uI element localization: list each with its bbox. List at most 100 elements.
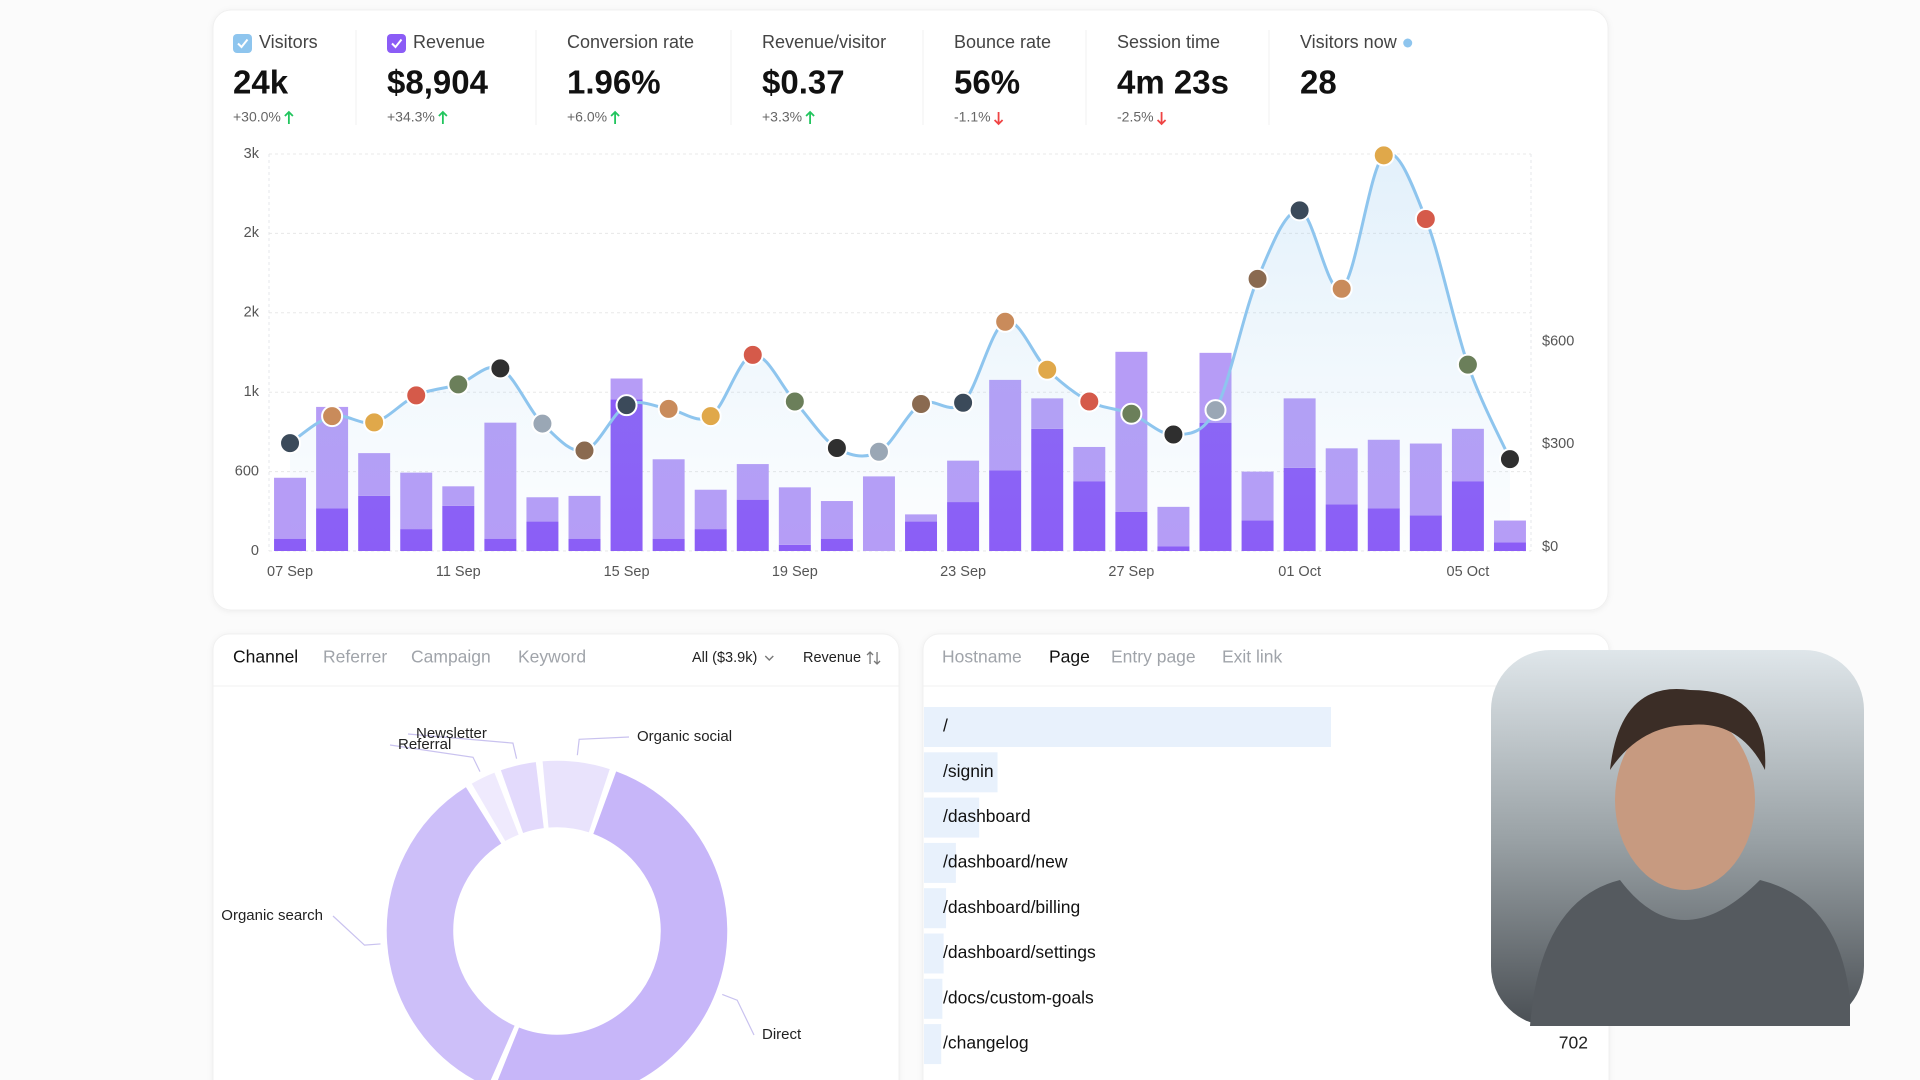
row-bar	[924, 1024, 942, 1065]
line-point	[1498, 448, 1521, 471]
line-point	[1162, 423, 1185, 446]
page-path[interactable]: /dashboard/billing	[943, 897, 1080, 917]
leader-line	[389, 744, 481, 772]
line-point	[1204, 399, 1227, 422]
line-point	[573, 439, 596, 462]
y-tick-label: 0	[251, 543, 259, 559]
donut-slice	[498, 760, 546, 835]
page-path[interactable]: /	[943, 716, 948, 736]
slice-label: Organic social	[637, 728, 732, 745]
chevron	[764, 655, 774, 661]
checkmark	[237, 38, 249, 49]
metric-change: +34.3%	[387, 109, 435, 125]
row-bar	[924, 842, 956, 883]
metric-change: +30.0%	[233, 109, 281, 125]
trend-arrow	[284, 110, 294, 124]
y-tick-label: 600	[235, 463, 259, 479]
y2-tick-label: $600	[1542, 333, 1574, 349]
video-overlay	[1491, 650, 1864, 1026]
x-tick-label: 05 Oct	[1447, 564, 1490, 580]
line-point	[1078, 390, 1101, 413]
page-path[interactable]: /signin	[943, 761, 994, 781]
line-point	[1414, 207, 1437, 230]
line-point	[741, 343, 764, 366]
row-bar	[924, 978, 943, 1019]
tab[interactable]: Channel	[233, 647, 298, 667]
metric-change: +3.3%	[762, 109, 802, 125]
page-path[interactable]: /dashboard	[943, 806, 1031, 826]
metric-label: Visitors	[259, 32, 318, 52]
y-tick-label: 1k	[244, 384, 260, 400]
metric-value: 24k	[233, 64, 289, 101]
row-bar	[924, 707, 1331, 747]
line-point	[405, 384, 428, 407]
row-bar	[924, 933, 944, 974]
tab[interactable]: Referrer	[323, 647, 387, 667]
slice-label: Referral	[398, 736, 451, 753]
tab[interactable]: Campaign	[411, 647, 491, 667]
line-point	[1330, 277, 1353, 300]
x-tick-label: 01 Oct	[1278, 564, 1321, 580]
x-tick-label: 19 Sep	[772, 564, 818, 580]
donut-slice	[496, 769, 729, 1080]
x-tick-label: 15 Sep	[604, 564, 650, 580]
trend-arrow	[805, 110, 815, 124]
line-point	[615, 394, 638, 417]
video-person	[1530, 880, 1850, 1026]
page-path[interactable]: /changelog	[943, 1033, 1029, 1053]
page-path[interactable]: /docs/custom-goals	[943, 987, 1094, 1007]
line-point	[489, 357, 512, 380]
channel-card	[212, 633, 900, 1080]
metric-value: $8,904	[387, 64, 489, 101]
line-point	[1456, 353, 1479, 376]
line-point	[279, 432, 302, 455]
tab[interactable]: Hostname	[942, 647, 1022, 667]
line-point	[363, 411, 386, 434]
line-point	[321, 405, 344, 428]
leader-line	[576, 736, 630, 756]
leader-line	[407, 733, 518, 759]
tab[interactable]: Page	[1049, 647, 1090, 667]
y-tick-label: 2k	[244, 305, 260, 321]
y-tick-label: 2k	[244, 225, 260, 241]
row-bar	[924, 797, 980, 838]
metric-value: 28	[1300, 64, 1337, 101]
trend-arrow	[438, 110, 448, 124]
slice-label: Direct	[762, 1026, 802, 1043]
metric-checkbox	[233, 34, 252, 53]
line-point	[1036, 358, 1059, 381]
line-point	[1288, 199, 1311, 222]
x-tick-label: 07 Sep	[267, 564, 313, 580]
line-point	[825, 437, 848, 460]
page-path[interactable]: /dashboard/settings	[943, 942, 1096, 962]
metric-value: 4m 23s	[1117, 64, 1229, 101]
donut-slice	[469, 770, 521, 844]
row-bar	[924, 752, 998, 793]
tab[interactable]: Entry page	[1111, 647, 1196, 667]
filter-dropdown[interactable]: All ($3.9k)	[692, 650, 757, 666]
leader-line	[332, 915, 381, 946]
page-path[interactable]: /dashboard/new	[943, 852, 1068, 872]
sort-button[interactable]: Revenue	[803, 650, 861, 666]
row-value: 702	[1559, 1033, 1588, 1053]
trend-arrow	[1156, 112, 1167, 126]
line-point	[952, 391, 975, 414]
y2-tick-label: $300	[1542, 436, 1574, 452]
metric-label: Revenue/visitor	[762, 32, 886, 52]
metric-value: 56%	[954, 64, 1020, 101]
line-point	[1372, 144, 1395, 167]
y2-tick-label: $0	[1542, 539, 1558, 555]
metric-change: +6.0%	[567, 109, 607, 125]
tab[interactable]: Keyword	[518, 647, 586, 667]
metric-value: $0.37	[762, 64, 845, 101]
line-point	[531, 412, 554, 435]
tab[interactable]: Exit link	[1222, 647, 1283, 667]
metric-label: Session time	[1117, 32, 1220, 52]
row-bar	[924, 888, 947, 929]
line-point	[867, 440, 890, 463]
sort-icon	[866, 651, 881, 665]
metric-label: Visitors now	[1300, 32, 1398, 52]
video-hair	[1610, 689, 1766, 770]
